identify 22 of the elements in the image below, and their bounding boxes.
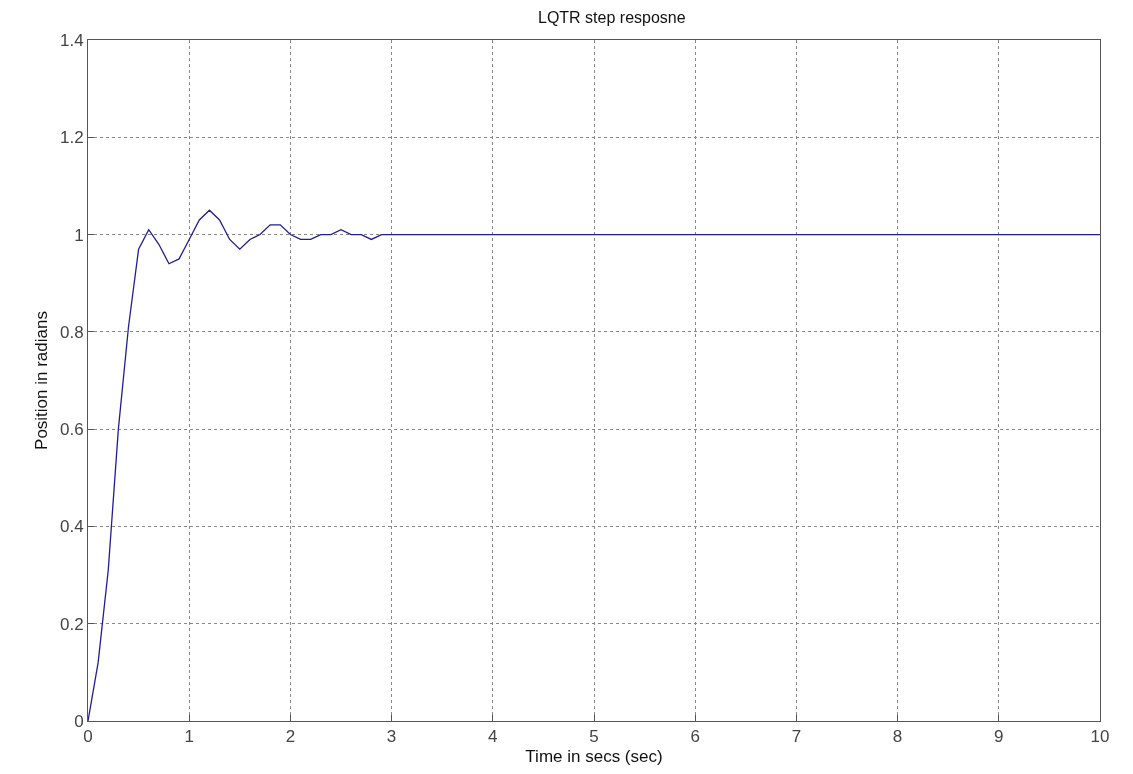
x-tick-label: 10	[1090, 727, 1110, 747]
x-tick-label: 2	[285, 727, 296, 747]
x-tick-label: 3	[386, 727, 397, 747]
line-series	[88, 209, 1100, 721]
y-tick-label: 0	[74, 711, 84, 731]
y-axis-title: Position in radians	[31, 311, 51, 450]
x-axis-title: Time in secs (sec)	[525, 746, 663, 766]
y-tick-label: 0.2	[59, 614, 84, 634]
y-tick-label: 0.4	[59, 517, 84, 537]
y-tick-label: 1.4	[59, 30, 84, 50]
x-tick-label: 8	[892, 727, 903, 747]
x-tick-label: 4	[488, 727, 498, 747]
y-tick-label: 1.2	[59, 128, 84, 148]
chart-title: LQTR step resposne	[538, 8, 686, 26]
x-tick-label: 6	[690, 727, 700, 747]
x-tick-label: 1	[184, 727, 194, 747]
y-tick-label: 0.6	[59, 420, 84, 440]
y-tick-label: 0.8	[59, 322, 84, 342]
x-tick-label: 5	[589, 727, 599, 747]
x-tick-label: 9	[994, 727, 1004, 747]
x-tick-label: 7	[791, 727, 802, 747]
y-tick-label: 1	[74, 225, 84, 245]
